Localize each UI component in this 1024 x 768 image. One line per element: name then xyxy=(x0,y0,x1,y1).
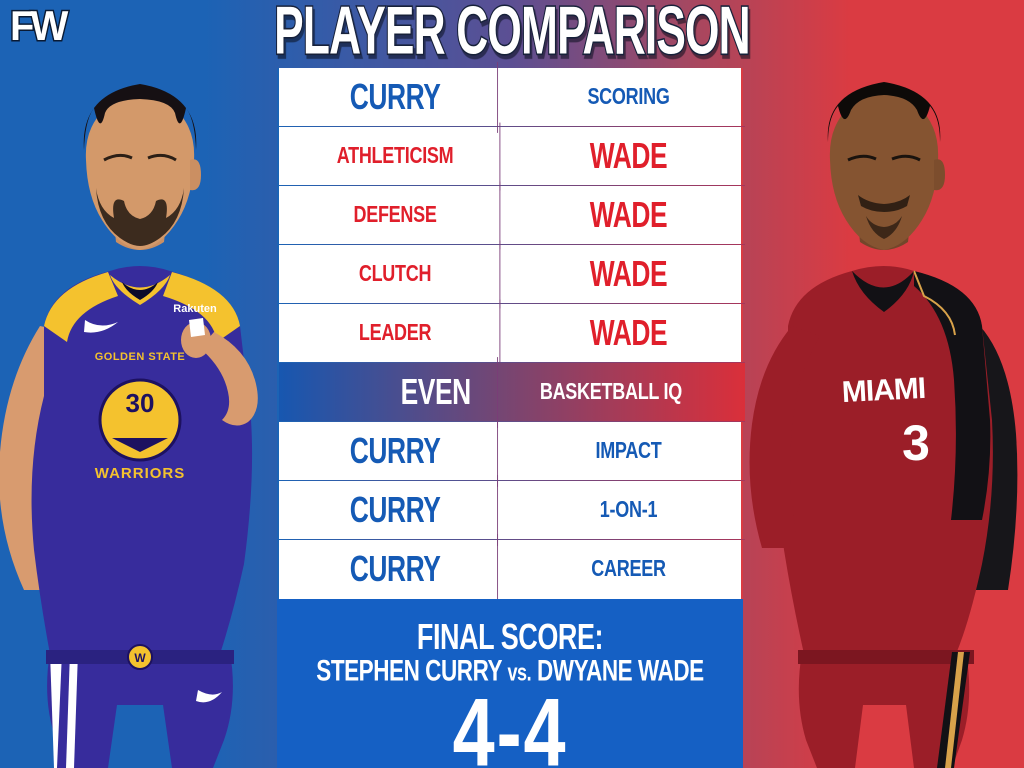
svg-text:GOLDEN STATE: GOLDEN STATE xyxy=(95,351,186,363)
svg-text:3: 3 xyxy=(902,415,930,471)
svg-text:W: W xyxy=(134,651,146,665)
svg-text:30: 30 xyxy=(126,388,155,418)
svg-text:WARRIORS: WARRIORS xyxy=(95,465,186,482)
svg-text:MIAMI: MIAMI xyxy=(841,372,926,409)
svg-text:Rakuten: Rakuten xyxy=(173,303,217,315)
